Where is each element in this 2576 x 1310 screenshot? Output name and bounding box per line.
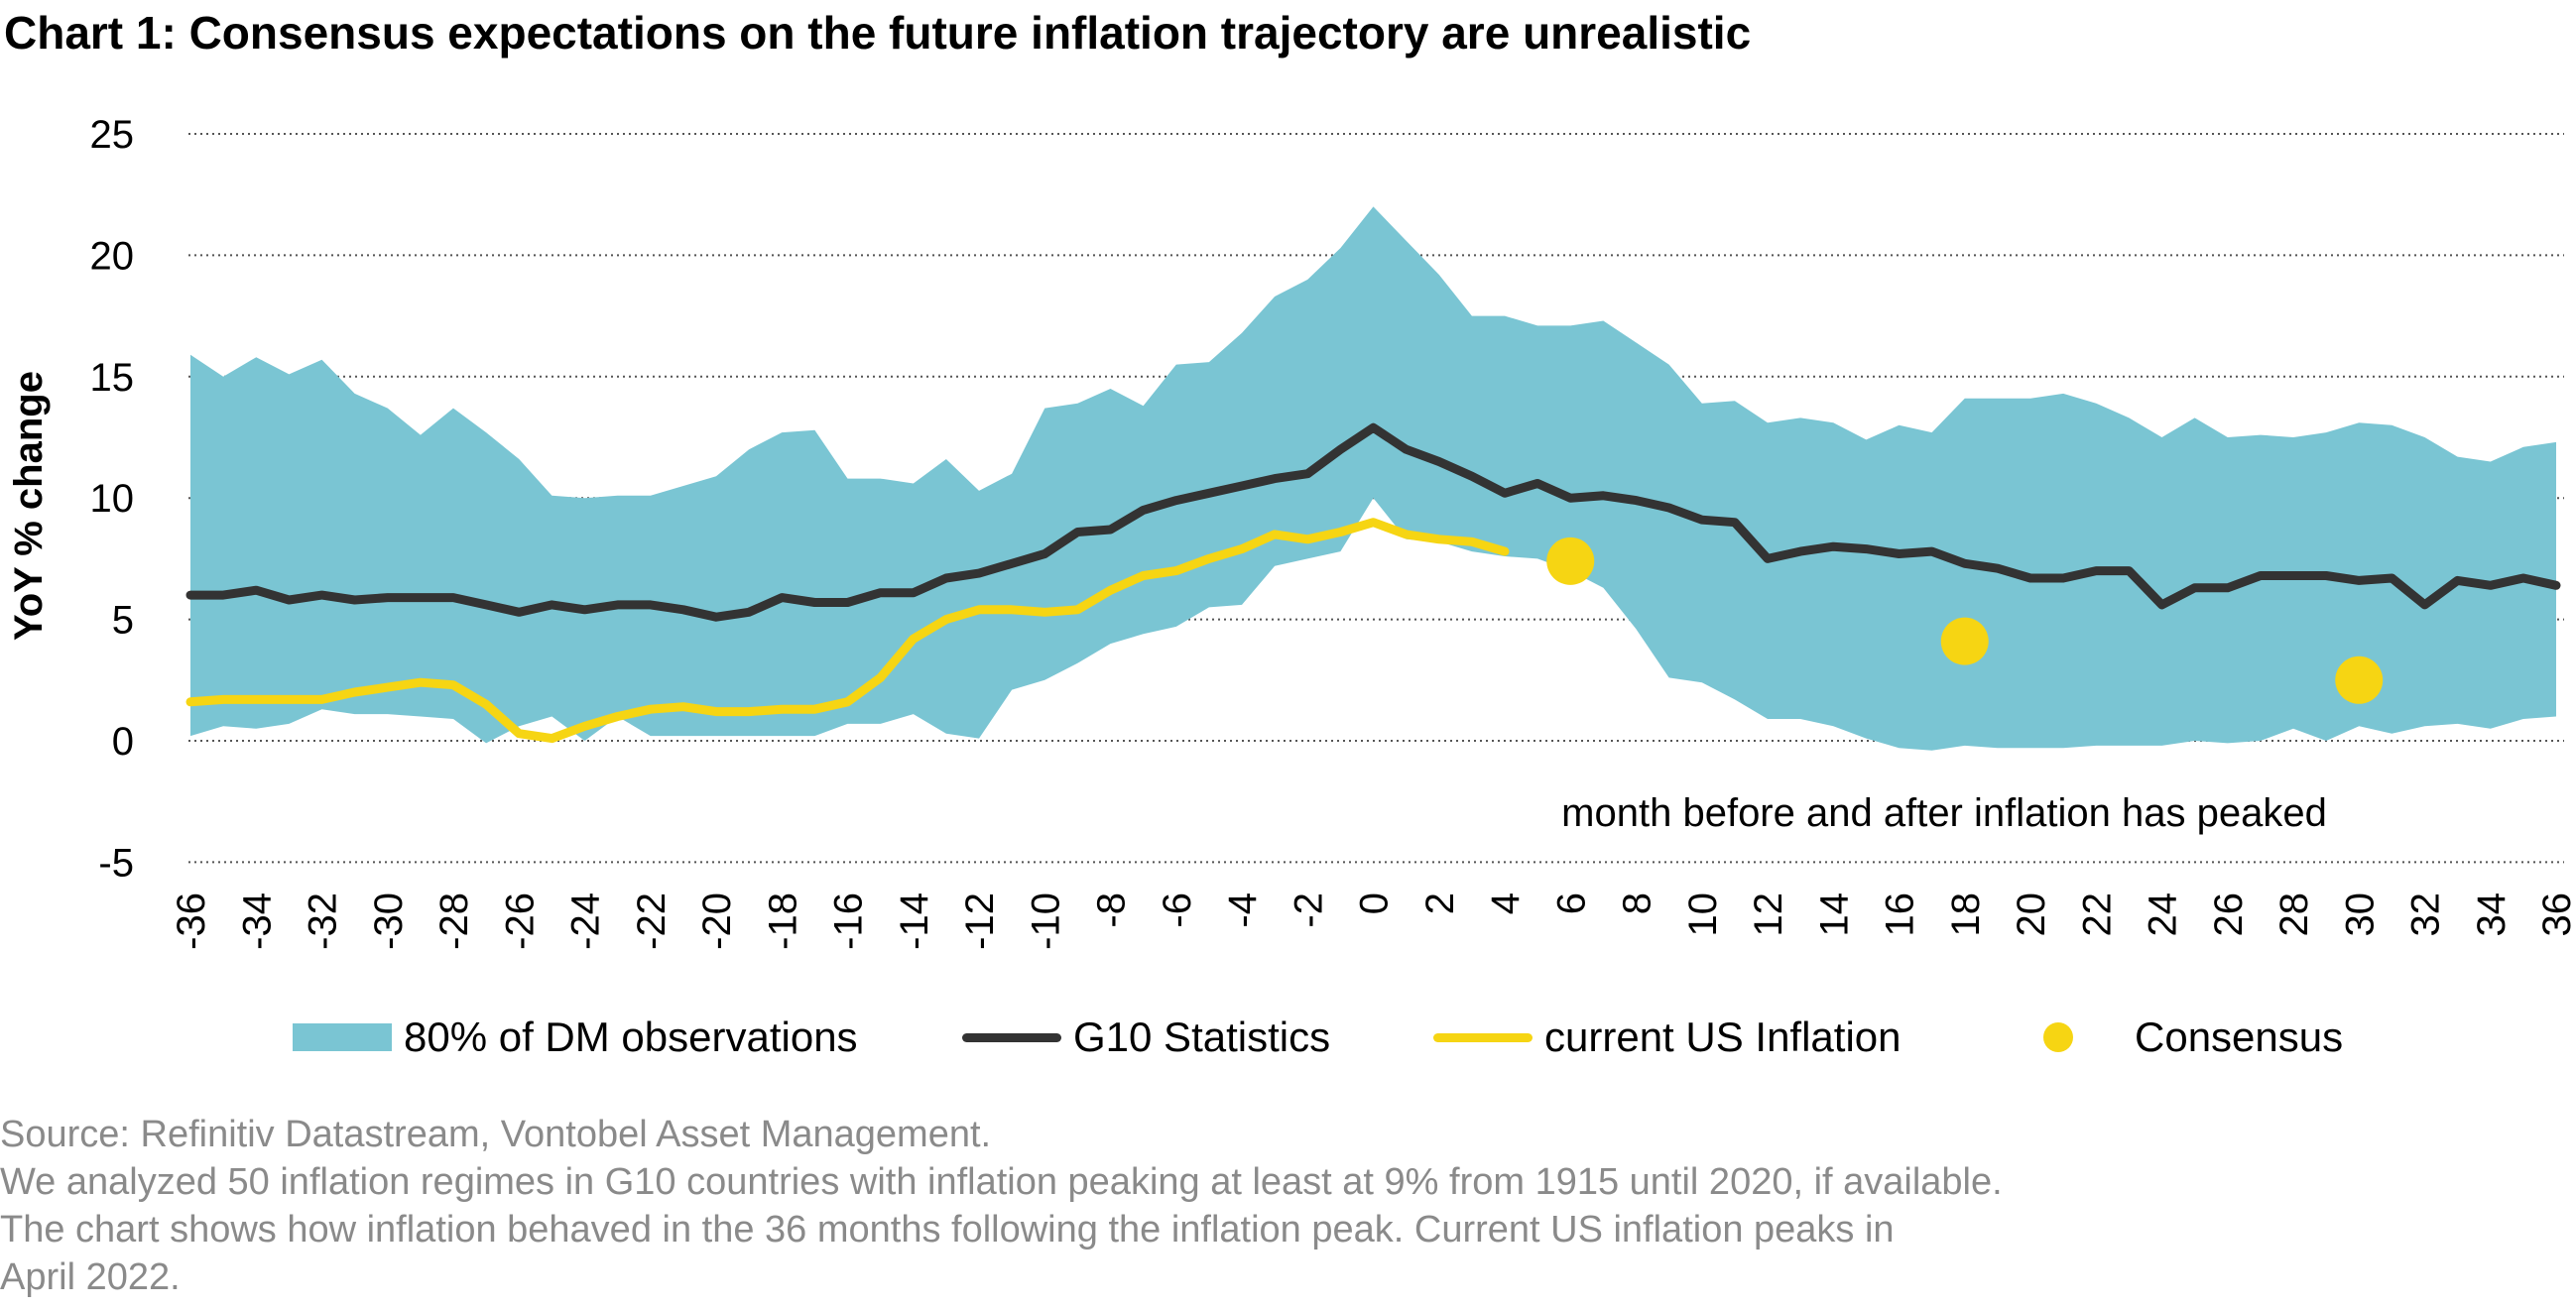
series-consensus: [1546, 536, 2384, 704]
x-axis-annotation: month before and after inflation has pea…: [1561, 791, 2327, 835]
legend-item-band: 80% of DM observations: [293, 1010, 858, 1065]
x-tick-label: -36: [170, 893, 213, 950]
x-tick-label: 12: [1747, 893, 1790, 937]
x-tick-label: -16: [827, 893, 871, 950]
x-tick-label: 32: [2404, 893, 2448, 937]
note-line-2: The chart shows how inflation behaved in…: [0, 1209, 1895, 1250]
consensus-point: [1546, 536, 1595, 585]
y-tick-labels: 25 20 15 10 5 0 -5: [90, 113, 135, 885]
note-line-1: We analyzed 50 inflation regimes in G10 …: [0, 1161, 2003, 1203]
legend: 80% of DM observations G10 Statistics cu…: [0, 1010, 2576, 1065]
x-tick-label: 18: [1944, 893, 1988, 937]
y-tick-label: 20: [90, 234, 135, 278]
x-tick-label: -22: [630, 893, 674, 950]
x-tick-label: 2: [1418, 893, 1462, 914]
x-tick-label: -2: [1287, 893, 1330, 928]
x-tick-label: -10: [1024, 893, 1067, 950]
source-line: Source: Refinitiv Datastream, Vontobel A…: [0, 1114, 992, 1155]
consensus-point: [2335, 655, 2384, 704]
series-current-us-inflation: [185, 518, 1510, 744]
x-tick-label: 20: [2010, 893, 2053, 937]
x-tick-label: 34: [2470, 893, 2514, 937]
x-tick-label: -32: [302, 893, 345, 950]
x-tick-label: 30: [2338, 893, 2382, 937]
legend-swatch-consensus: [2043, 1022, 2073, 1052]
x-tick-label: -24: [564, 893, 608, 950]
y-tick-label: 15: [90, 356, 135, 400]
x-tick-label: -8: [1090, 893, 1134, 928]
series-g10-statistics: [185, 422, 2561, 622]
x-tick-label: -26: [498, 893, 542, 950]
y-tick-label: 25: [90, 113, 135, 157]
x-tick-label: -14: [893, 893, 936, 950]
x-tick-label: 10: [1681, 893, 1725, 937]
x-tick-label: 26: [2207, 893, 2251, 937]
legend-swatch-us: [1433, 1032, 1533, 1042]
x-tick-label: -4: [1221, 893, 1265, 928]
consensus-point: [1940, 617, 1989, 665]
chart-title: Chart 1: Consensus expectations on the f…: [4, 7, 1752, 59]
legend-item-us: current US Inflation: [1433, 1010, 1901, 1065]
x-tick-labels: -36 -34 -32 -30 -28 -26 -24 -22 -20 -18 -16 -14 -12-…: [170, 893, 2576, 950]
source-notes: Source: Refinitiv Datastream, Vontobel A…: [0, 1111, 2003, 1301]
band-area: [190, 206, 2556, 751]
y-tick-label: 10: [90, 477, 135, 521]
x-tick-label: 22: [2075, 893, 2119, 937]
y-axis-label: YoY % change: [7, 371, 51, 641]
x-tick-label: -6: [1156, 893, 1199, 928]
g10-line: [185, 422, 2561, 622]
legend-label-consensus: Consensus: [2135, 1013, 2344, 1060]
x-tick-label: -18: [761, 893, 804, 950]
x-tick-label: 16: [1879, 893, 1922, 937]
legend-swatch-band: [293, 1023, 392, 1051]
x-tick-label: 4: [1484, 893, 1528, 914]
x-tick-label: 6: [1549, 893, 1593, 914]
x-tick-label: -12: [958, 893, 1002, 950]
x-tick-label: 36: [2535, 893, 2576, 937]
x-tick-label: -20: [695, 893, 739, 950]
x-tick-label: 28: [2272, 893, 2316, 937]
legend-label-band: 80% of DM observations: [404, 1013, 858, 1060]
legend-label-us: current US Inflation: [1544, 1013, 1901, 1060]
legend-item-g10: G10 Statistics: [962, 1010, 1330, 1065]
note-line-3: April 2022.: [0, 1256, 181, 1298]
x-tick-label: 0: [1353, 893, 1397, 914]
x-tick-label: 8: [1616, 893, 1659, 914]
legend-item-consensus: Consensus: [2024, 1010, 2343, 1065]
y-tick-label: -5: [98, 841, 134, 885]
x-tick-label: -28: [432, 893, 476, 950]
legend-swatch-g10: [962, 1032, 1061, 1042]
x-tick-label: 14: [1812, 893, 1856, 937]
y-tick-label: 0: [112, 720, 134, 764]
us-inflation-line: [185, 518, 1510, 744]
band-80pct-dm: [190, 206, 2556, 751]
x-tick-label: -30: [367, 893, 411, 950]
x-tick-label: 24: [2142, 893, 2185, 937]
y-tick-label: 5: [112, 599, 134, 643]
x-tick-label: -34: [235, 893, 279, 950]
legend-label-g10: G10 Statistics: [1073, 1013, 1331, 1060]
